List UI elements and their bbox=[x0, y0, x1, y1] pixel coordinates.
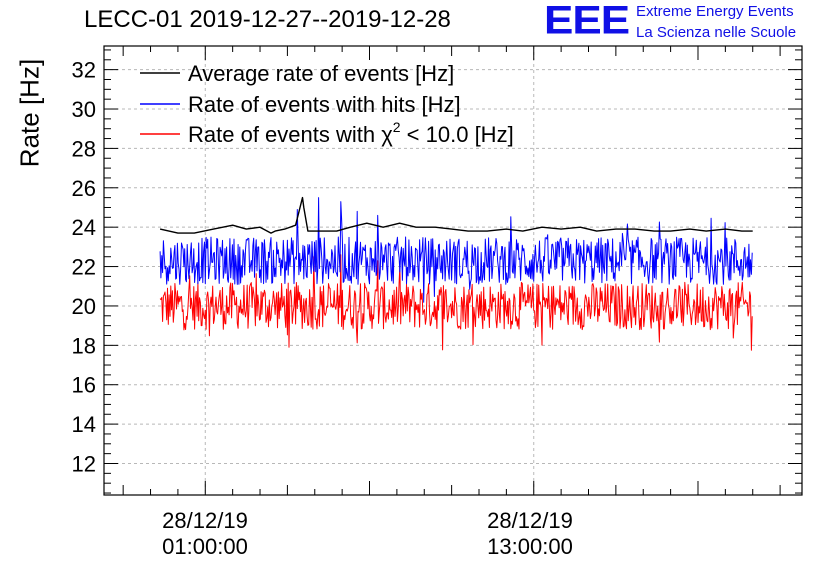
series-average-line bbox=[159, 196, 753, 234]
axes: 12 14 16 18 20 22 24 26 28 30 32 bbox=[72, 45, 803, 496]
y-tick-label: 18 bbox=[72, 333, 96, 358]
y-tick-label: 24 bbox=[72, 215, 96, 240]
y-tick-label: 28 bbox=[72, 136, 96, 161]
data-series bbox=[159, 196, 753, 351]
x-tick-date-2: 28/12/19 bbox=[487, 508, 573, 533]
chart-title: LECC-01 2019-12-27--2019-12-28 bbox=[84, 6, 451, 33]
legend: Average rate of events [Hz] Rate of event… bbox=[140, 61, 514, 147]
y-tick-label: 16 bbox=[72, 373, 96, 398]
y-tick-label: 32 bbox=[72, 58, 96, 83]
y-tick-label: 26 bbox=[72, 176, 96, 201]
legend-label-3: Rate of events with χ2 < 10.0 [Hz] bbox=[188, 119, 514, 147]
y-tick-label: 20 bbox=[72, 294, 96, 319]
y-tick-label: 22 bbox=[72, 255, 96, 280]
x-tick-time-1: 01:00:00 bbox=[162, 534, 248, 559]
series-hits-line bbox=[159, 197, 753, 303]
logo-caption-line1: Extreme Energy Events bbox=[636, 3, 794, 20]
y-tick-label: 14 bbox=[72, 412, 96, 437]
y-tick-label: 12 bbox=[72, 451, 96, 476]
logo-caption-line2: La Scienza nelle Scuole bbox=[636, 24, 797, 41]
series-chi2-line bbox=[159, 254, 753, 351]
plot-frame bbox=[103, 45, 803, 496]
legend-label-2: Rate of events with hits [Hz] bbox=[188, 92, 461, 117]
y-tick-label: 30 bbox=[72, 97, 96, 122]
eee-logo: EEE bbox=[544, 0, 630, 43]
x-tick-date-1: 28/12/19 bbox=[162, 508, 248, 533]
legend-label-1: Average rate of events [Hz] bbox=[188, 61, 454, 86]
x-tick-time-2: 13:00:00 bbox=[487, 534, 573, 559]
x-tick-label-2: 28/12/19 13:00:00 bbox=[450, 508, 610, 560]
x-tick-label-1: 28/12/19 01:00:00 bbox=[125, 508, 285, 560]
